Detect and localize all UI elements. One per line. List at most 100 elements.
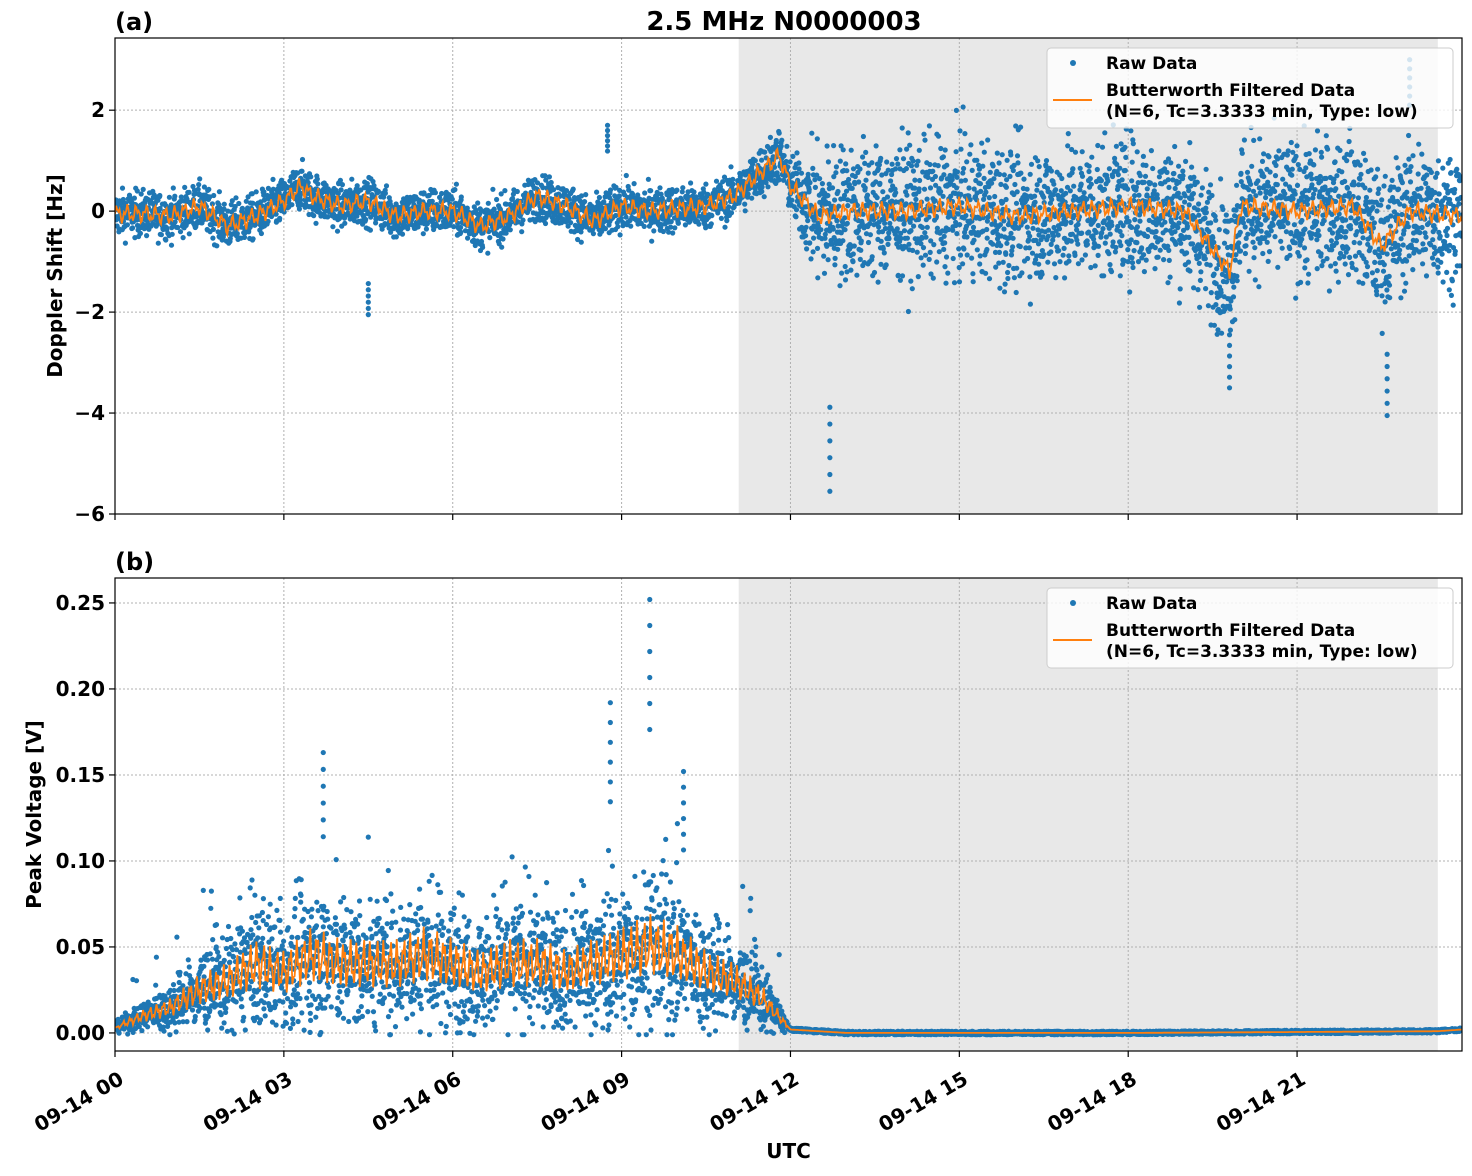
raw-point xyxy=(991,176,996,181)
raw-point xyxy=(985,137,990,142)
raw-point xyxy=(849,148,854,153)
raw-point xyxy=(1258,190,1263,195)
raw-point xyxy=(549,180,554,185)
raw-point xyxy=(1238,171,1243,176)
raw-point xyxy=(933,198,938,203)
raw-point xyxy=(1075,242,1080,247)
raw-point xyxy=(921,245,926,250)
raw-point xyxy=(1281,224,1286,229)
raw-point xyxy=(742,202,747,207)
raw-point xyxy=(1073,150,1078,155)
raw-point xyxy=(1260,159,1265,164)
raw-point xyxy=(842,215,847,220)
raw-point xyxy=(1243,224,1248,229)
raw-point xyxy=(923,235,928,240)
raw-point xyxy=(911,168,916,173)
raw-point xyxy=(1011,236,1016,241)
raw-point xyxy=(777,131,782,136)
raw-point xyxy=(1125,247,1130,252)
raw-point xyxy=(1056,232,1061,237)
raw-point xyxy=(1327,288,1332,293)
raw-point xyxy=(850,186,855,191)
raw-point xyxy=(1095,143,1100,148)
raw-point xyxy=(490,187,495,192)
raw-point xyxy=(1028,172,1033,177)
raw-point xyxy=(1199,193,1204,198)
raw-point xyxy=(884,262,889,267)
raw-point xyxy=(1287,253,1292,258)
raw-point xyxy=(1088,176,1093,181)
raw-point xyxy=(1395,165,1400,170)
raw-point xyxy=(809,131,814,136)
raw-point xyxy=(876,224,881,229)
raw-point xyxy=(952,280,957,285)
raw-point xyxy=(672,225,677,230)
raw-point xyxy=(1268,169,1273,174)
raw-point xyxy=(163,237,168,242)
raw-point xyxy=(159,232,164,237)
raw-point xyxy=(746,192,751,197)
raw-point xyxy=(1186,188,1191,193)
raw-point xyxy=(917,178,922,183)
raw-point xyxy=(911,158,916,163)
raw-point xyxy=(1189,165,1194,170)
raw-point xyxy=(951,256,956,261)
raw-point xyxy=(1334,269,1339,274)
raw-point xyxy=(1123,168,1128,173)
raw-point xyxy=(957,222,962,227)
raw-point xyxy=(1286,148,1291,153)
raw-point xyxy=(1106,251,1111,256)
raw-point xyxy=(832,197,837,202)
raw-point xyxy=(942,240,947,245)
raw-point xyxy=(915,159,920,164)
raw-point xyxy=(906,130,911,135)
raw-point xyxy=(1302,245,1307,250)
raw-point xyxy=(1234,274,1239,279)
raw-point xyxy=(1102,187,1107,192)
raw-point xyxy=(1396,187,1401,192)
raw-point xyxy=(499,245,504,250)
raw-point xyxy=(1132,193,1137,198)
raw-point xyxy=(954,231,959,236)
raw-point xyxy=(1258,222,1263,227)
raw-point xyxy=(921,263,926,268)
raw-point xyxy=(1302,265,1307,270)
raw-point xyxy=(502,188,507,193)
raw-point xyxy=(1309,176,1314,181)
raw-point xyxy=(1319,251,1324,256)
raw-point xyxy=(1129,255,1134,260)
raw-point xyxy=(1135,149,1140,154)
raw-point xyxy=(1168,160,1173,165)
raw-point xyxy=(937,249,942,254)
raw-point xyxy=(254,189,259,194)
raw-point xyxy=(1128,128,1133,133)
raw-point xyxy=(1242,137,1247,142)
raw-point xyxy=(342,221,347,226)
raw-point xyxy=(1025,187,1030,192)
raw-point xyxy=(1127,219,1132,224)
raw-point xyxy=(1187,140,1192,145)
raw-point xyxy=(1155,196,1160,201)
raw-point xyxy=(987,195,992,200)
raw-point xyxy=(915,250,920,255)
raw-point xyxy=(893,190,898,195)
raw-point xyxy=(1176,191,1181,196)
raw-point xyxy=(991,202,996,207)
raw-point xyxy=(1315,266,1320,271)
raw-point xyxy=(1180,173,1185,178)
raw-point xyxy=(917,186,922,191)
raw-point xyxy=(384,183,389,188)
raw-point xyxy=(1048,249,1053,254)
raw-point xyxy=(749,196,754,201)
raw-point xyxy=(1328,263,1333,268)
raw-point xyxy=(1186,260,1191,265)
raw-point xyxy=(583,192,588,197)
raw-point xyxy=(1212,272,1217,277)
raw-point xyxy=(178,229,183,234)
raw-point xyxy=(811,249,816,254)
raw-point xyxy=(1218,176,1223,181)
raw-point xyxy=(1240,151,1245,156)
raw-point xyxy=(1356,195,1361,200)
raw-point xyxy=(834,218,839,223)
raw-point xyxy=(868,232,873,237)
